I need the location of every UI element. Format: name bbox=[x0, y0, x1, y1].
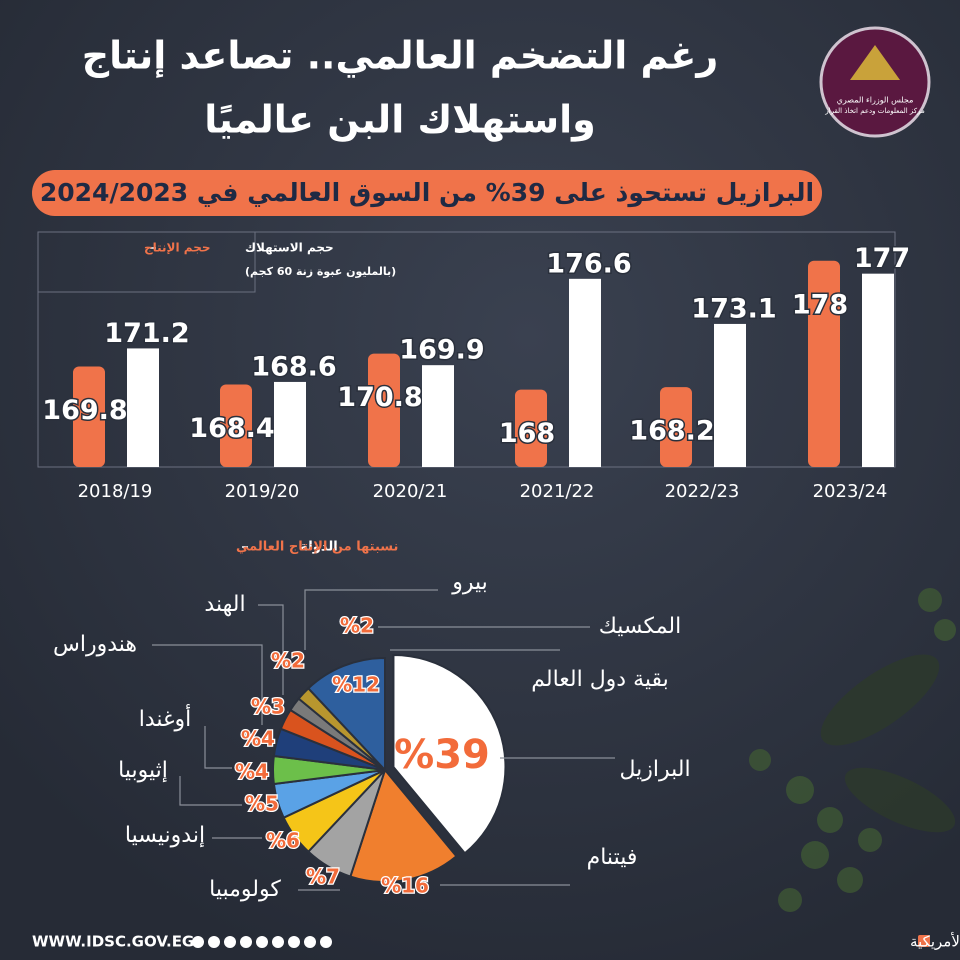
value-label: 168 bbox=[499, 418, 555, 449]
category-label: بقية دول العالم bbox=[531, 667, 669, 692]
value-label: 171.2 bbox=[104, 318, 189, 349]
logo-emblem bbox=[850, 45, 900, 80]
bar bbox=[220, 384, 252, 467]
bar bbox=[808, 260, 840, 467]
logo bbox=[819, 26, 931, 138]
value-label: 168.4 bbox=[189, 413, 274, 444]
value-label: 173.1 bbox=[691, 293, 776, 324]
bar bbox=[368, 353, 400, 467]
category-label: بيرو bbox=[451, 570, 488, 595]
category-label: أوغندا bbox=[139, 704, 192, 732]
value-label: 177 bbox=[854, 243, 910, 274]
bar bbox=[274, 381, 306, 467]
leader-line bbox=[204, 726, 232, 769]
value-label: %6 bbox=[266, 829, 300, 853]
category-label: كولومبيا bbox=[209, 877, 281, 902]
value-label: 176.6 bbox=[546, 248, 631, 279]
bar bbox=[862, 273, 894, 467]
bar bbox=[515, 389, 547, 467]
value-label: 170.8 bbox=[337, 382, 422, 413]
category-label: فيتنام bbox=[587, 845, 638, 870]
social-icons bbox=[192, 936, 332, 948]
x-tick-label: 2020/21 bbox=[373, 481, 448, 502]
bar bbox=[569, 278, 601, 467]
logo-text: مجلس الوزراء المصري bbox=[837, 96, 914, 105]
logo-text: مركز المعلومات ودعم اتخاذ القرار bbox=[824, 107, 925, 115]
source: المصدر: المنظمة العالمية للقهوة ووزارة ا… bbox=[910, 932, 960, 951]
category-label: إثيوبيا bbox=[118, 758, 168, 783]
bar bbox=[422, 365, 454, 467]
value-label: %2 bbox=[340, 614, 374, 638]
value-label: %7 bbox=[306, 865, 340, 889]
pie-slice bbox=[306, 656, 386, 773]
x-tick-label: 2022/23 bbox=[665, 481, 740, 502]
pie-slice bbox=[392, 653, 507, 855]
pie-title: الدولة bbox=[300, 540, 338, 555]
value-label: 168.6 bbox=[251, 351, 336, 382]
category-label: المكسيك bbox=[599, 614, 682, 639]
legend-box bbox=[37, 231, 256, 293]
value-label: %2 bbox=[271, 649, 305, 673]
value-label: 169.9 bbox=[399, 335, 484, 366]
leader-line bbox=[179, 776, 242, 806]
value-label: %12 bbox=[332, 673, 380, 697]
value-label: %3 bbox=[251, 695, 285, 719]
leader-line bbox=[304, 589, 438, 650]
value-label: %4 bbox=[241, 727, 275, 751]
bar bbox=[73, 366, 105, 467]
bar-panel bbox=[37, 231, 896, 468]
legend-note: (بالمليون عبوة زنة 60 كجم) bbox=[245, 265, 396, 278]
value-label: 169.8 bbox=[42, 395, 127, 426]
bar bbox=[127, 348, 159, 467]
x-tick-label: 2021/22 bbox=[520, 481, 595, 502]
value-label: %39 bbox=[394, 732, 490, 778]
category-label: هندوراس bbox=[53, 632, 137, 657]
value-label: %5 bbox=[245, 792, 279, 816]
bar bbox=[660, 387, 692, 467]
subtitle: البرازيل تستحوذ على 39% من السوق العالمي… bbox=[40, 178, 814, 208]
leader-line bbox=[152, 644, 263, 725]
value-label: %16 bbox=[381, 874, 429, 898]
category-label: الهند bbox=[204, 592, 245, 617]
x-tick-label: 2018/19 bbox=[78, 481, 153, 502]
subtitle-banner bbox=[32, 170, 822, 216]
x-tick-label: 2019/20 bbox=[225, 481, 300, 502]
pie-title: نسبتها من الإنتاج العالمي bbox=[236, 540, 398, 555]
website: WWW.IDSC.GOV.EG bbox=[32, 933, 194, 951]
category-label: إندونيسيا bbox=[125, 823, 205, 848]
x-tick-label: 2023/24 bbox=[813, 481, 888, 502]
category-label: البرازيل bbox=[619, 757, 690, 782]
value-label: %4 bbox=[235, 760, 269, 784]
value-label: 178 bbox=[792, 289, 848, 320]
leader-line bbox=[258, 604, 284, 695]
bar bbox=[714, 323, 746, 467]
title: رغم التضخم العالمي.. تصاعد إنتاج bbox=[82, 34, 718, 79]
source-bullet bbox=[918, 935, 930, 947]
coffee-decoration bbox=[749, 588, 956, 912]
legend-item: حجم الإنتاج bbox=[144, 241, 211, 255]
title: واستهلاك البن عالميًا bbox=[204, 98, 596, 143]
value-label: 168.2 bbox=[629, 416, 714, 447]
legend-item: حجم الاستهلاك bbox=[245, 241, 334, 255]
